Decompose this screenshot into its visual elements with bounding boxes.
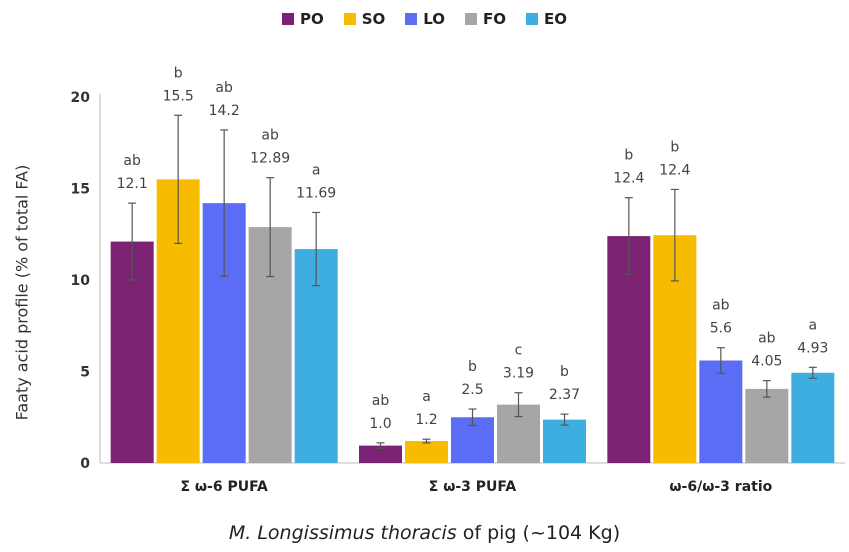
legend-swatch-lo — [405, 13, 418, 25]
data-label: 1.2 — [415, 412, 437, 428]
y-tick-label: 15 — [71, 182, 90, 198]
legend-label-po: PO — [299, 10, 324, 28]
y-tick-label: 5 — [80, 365, 90, 381]
data-label: 14.2 — [209, 103, 240, 119]
legend: PO SO LO FO EO — [0, 10, 849, 28]
significance-letter: b — [174, 65, 183, 81]
significance-letter: ab — [123, 153, 141, 169]
significance-letter: ab — [372, 393, 390, 409]
data-label: 1.0 — [369, 416, 391, 432]
data-label: 4.05 — [751, 354, 782, 370]
category-label: Σ ω-3 PUFA — [429, 479, 517, 495]
significance-letter: b — [560, 364, 569, 380]
legend-swatch-eo — [526, 13, 539, 25]
y-tick-label: 10 — [71, 273, 91, 289]
significance-letter: b — [468, 359, 477, 375]
significance-letter: ab — [712, 298, 730, 314]
legend-item-po: PO — [281, 10, 324, 28]
significance-letter: a — [809, 317, 818, 333]
x-axis-title: M. Longissimus thoracis of pig (~104 Kg) — [0, 522, 849, 544]
bar-eo — [791, 372, 835, 463]
legend-label-fo: FO — [483, 10, 507, 28]
legend-label-so: SO — [361, 10, 386, 28]
legend-swatch-po — [281, 13, 294, 25]
significance-letter: ab — [261, 128, 279, 144]
significance-letter: b — [624, 148, 633, 164]
data-label: 15.5 — [163, 88, 194, 104]
bar-lo — [699, 360, 743, 463]
legend-swatch-fo — [465, 13, 478, 25]
significance-letter: b — [670, 139, 679, 155]
data-label: 12.4 — [659, 162, 690, 178]
bar-so — [405, 441, 448, 463]
bar-eo — [543, 419, 586, 463]
significance-letter: ab — [215, 80, 233, 96]
bar-po — [359, 445, 402, 463]
legend-item-so: SO — [343, 10, 386, 28]
significance-letter: a — [312, 162, 321, 178]
x-axis-title-species: M. Longissimus thoracis — [228, 522, 457, 544]
significance-letter: ab — [758, 331, 776, 347]
legend-label-eo: EO — [544, 10, 568, 28]
significance-letter: a — [422, 389, 431, 405]
legend-label-lo: LO — [423, 10, 446, 28]
legend-swatch-so — [343, 13, 356, 25]
y-tick-label: 0 — [80, 456, 90, 472]
data-label: 5.6 — [710, 321, 732, 337]
legend-item-lo: LO — [405, 10, 445, 28]
data-label: 4.93 — [797, 340, 828, 356]
data-label: 12.89 — [250, 151, 290, 167]
data-label: 2.5 — [461, 382, 483, 398]
category-label: ω-6/ω-3 ratio — [669, 479, 772, 495]
legend-item-fo: FO — [465, 10, 506, 28]
legend-item-eo: EO — [526, 10, 567, 28]
data-label: 12.1 — [117, 176, 148, 192]
bar-fo — [745, 388, 789, 463]
data-label: 3.19 — [503, 366, 534, 382]
category-label: Σ ω-6 PUFA — [180, 479, 268, 495]
data-label: 11.69 — [296, 185, 336, 201]
y-tick-label: 20 — [71, 90, 91, 106]
significance-letter: c — [515, 343, 523, 359]
data-label: 12.4 — [613, 171, 644, 187]
x-axis-title-rest: of pig (~104 Kg) — [456, 522, 621, 544]
data-label: 2.37 — [549, 387, 580, 403]
